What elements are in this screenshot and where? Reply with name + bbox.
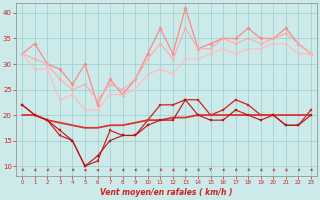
X-axis label: Vent moyen/en rafales ( km/h ): Vent moyen/en rafales ( km/h ) — [100, 188, 233, 197]
